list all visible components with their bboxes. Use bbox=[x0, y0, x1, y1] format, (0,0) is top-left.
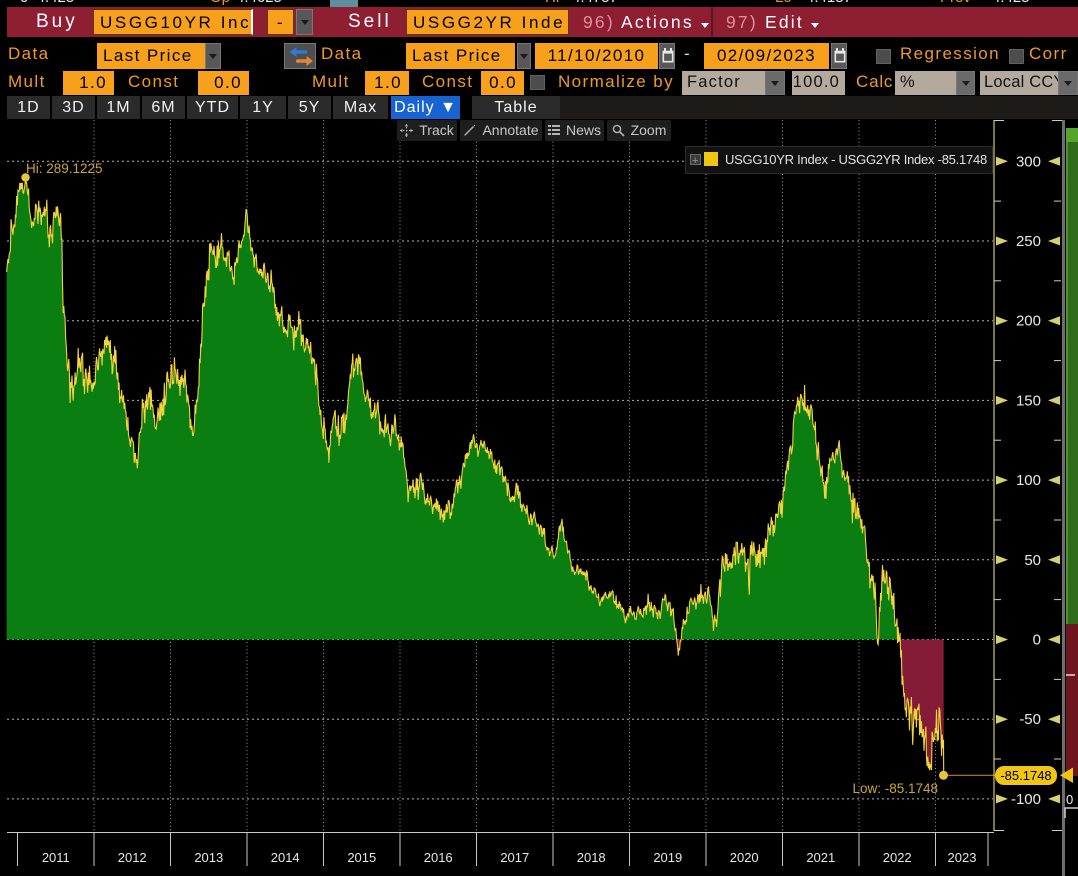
svg-text:-85.1748: -85.1748 bbox=[1000, 768, 1051, 783]
svg-text:250: 250 bbox=[1016, 233, 1041, 250]
svg-text:2013: 2013 bbox=[194, 850, 223, 865]
svg-text:2011: 2011 bbox=[42, 850, 70, 865]
svg-text:2015: 2015 bbox=[347, 850, 376, 865]
svg-text:2022: 2022 bbox=[883, 850, 912, 865]
svg-text:-50: -50 bbox=[1019, 711, 1041, 728]
svg-text:2021: 2021 bbox=[806, 850, 835, 865]
svg-text:2019: 2019 bbox=[653, 850, 682, 865]
svg-text:300: 300 bbox=[1016, 153, 1041, 170]
svg-text:-100: -100 bbox=[1011, 791, 1041, 808]
svg-text:150: 150 bbox=[1016, 392, 1041, 409]
svg-text:2016: 2016 bbox=[424, 850, 453, 865]
svg-text:200: 200 bbox=[1016, 313, 1041, 330]
svg-text:2017: 2017 bbox=[500, 850, 529, 865]
svg-text:2012: 2012 bbox=[118, 850, 147, 865]
svg-text:2023: 2023 bbox=[948, 850, 977, 865]
svg-text:100: 100 bbox=[1016, 472, 1041, 489]
svg-text:0: 0 bbox=[1066, 792, 1073, 807]
svg-text:2014: 2014 bbox=[271, 850, 300, 865]
svg-text:Low: -85.1748: Low: -85.1748 bbox=[852, 781, 938, 796]
svg-text:50: 50 bbox=[1024, 552, 1041, 569]
svg-text:Hi: 289.1225: Hi: 289.1225 bbox=[26, 161, 103, 176]
svg-text:2018: 2018 bbox=[577, 850, 606, 865]
svg-text:2020: 2020 bbox=[730, 850, 759, 865]
svg-text:0: 0 bbox=[1033, 632, 1041, 649]
